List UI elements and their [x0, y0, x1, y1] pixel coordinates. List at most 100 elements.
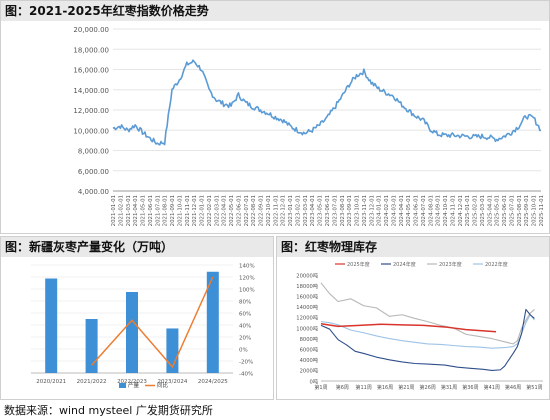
top-x-tick-label: 2025-08-01: [517, 195, 523, 226]
br-x-tick-label: 第46周: [505, 384, 521, 391]
top-x-tick-label: 2023-08-01: [340, 195, 346, 226]
br-x-tick-label: 第16周: [377, 384, 393, 391]
legend-bar-label: 产量: [128, 381, 140, 389]
br-y-tick-label: 4000吨: [300, 356, 318, 364]
bl-x-tick-label: 2023/2024: [157, 379, 187, 385]
top-y-tick-label: 14,000.00: [73, 87, 109, 95]
yoy-line: [91, 276, 214, 369]
top-x-tick-label: 2023-02-01: [295, 195, 301, 226]
top-x-tick-label: 2025-01-01: [465, 195, 471, 226]
bl-right-tick-label: -20%: [239, 360, 253, 366]
inventory-line: [320, 282, 535, 345]
br-y-tick-label: 6000吨: [300, 346, 318, 354]
top-x-tick-label: 2021-12-01: [192, 195, 198, 226]
top-x-tick-label: 2024-12-01: [458, 195, 464, 226]
top-y-tick-label: 18,000.00: [73, 46, 109, 54]
bl-right-tick-label: 0%: [239, 348, 248, 354]
top-x-tick-label: 2024-10-01: [443, 195, 449, 226]
top-x-tick-label: 2022-02-01: [207, 195, 213, 226]
br-x-tick-label: 第31周: [441, 384, 457, 391]
bottom-left-panel: 图：新疆灰枣产量变化（万吨） 140% 120% 100% 80% 60% 40% 20% 0…: [0, 236, 274, 400]
top-x-tick-label: 2025-03-01: [480, 195, 486, 226]
top-x-tick-label: 2022-03-01: [214, 195, 220, 226]
top-x-tick-label: 2023-03-01: [303, 195, 309, 226]
bl-x-tick-label: 2021/2022: [77, 379, 107, 385]
br-x-tick-label: 第11周: [356, 384, 372, 391]
bl-right-tick-label: -40%: [239, 372, 253, 378]
top-x-tick-label: 2024-11-01: [450, 195, 456, 226]
top-x-tick-label: 2025-09-01: [524, 195, 530, 226]
br-legend-label: 2023年度: [439, 261, 462, 268]
top-y-tick-label: 20,000.00: [73, 26, 109, 34]
top-x-tick-label: 2021-07-01: [155, 195, 161, 226]
top-x-tick-label: 2022-08-01: [251, 195, 257, 226]
br-legend-label: 2024年度: [393, 261, 416, 268]
bl-x-tick-label: 2024/2025: [198, 379, 228, 385]
source-note: 数据来源：wind mysteel 广发期货研究所: [4, 404, 213, 417]
top-x-tick-label: 2022-12-01: [281, 195, 287, 226]
top-x-tick-label: 2021-11-01: [185, 195, 191, 226]
bottom-left-title: 图：新疆灰枣产量变化（万吨）: [1, 237, 273, 257]
top-y-tick-label: 8,000.00: [78, 148, 109, 156]
top-x-tick-label: 2024-03-01: [391, 195, 397, 226]
top-x-tick-label: 2023-10-01: [355, 195, 361, 226]
top-x-tick-label: 2022-05-01: [229, 195, 235, 226]
inventory-chart-svg: 0吨 2000吨 4000吨 6000吨 8000吨 10000吨 12000吨 14000吨…: [296, 261, 543, 391]
br-x-tick-label: 第51周: [526, 384, 542, 391]
top-x-tick-label: 2024-07-01: [421, 195, 427, 226]
bl-right-tick-label: 80%: [239, 300, 251, 306]
top-chart-panel: 图：2021-2025年红枣指数价格走势 4,000.00 6,000.00 8,0…: [0, 0, 550, 234]
top-x-tick-label: 2023-12-01: [369, 195, 375, 226]
top-x-tick-label: 2024-04-01: [399, 195, 405, 226]
inventory-line: [320, 323, 497, 333]
top-x-tick-label: 2025-05-01: [495, 195, 501, 226]
top-x-tick-label: 2022-04-01: [222, 195, 228, 226]
br-y-tick-label: 8000吨: [300, 335, 318, 343]
top-x-tick-label: 2025-04-01: [487, 195, 493, 226]
br-legend-label: 2022年度: [485, 261, 508, 268]
production-bar: [45, 278, 58, 373]
top-x-tick-label: 2025-10-01: [532, 195, 538, 226]
br-y-tick-label: 16000吨: [296, 293, 318, 301]
top-y-tick-label: 6,000.00: [78, 168, 109, 176]
top-x-tick-label: 2023-07-01: [332, 195, 338, 226]
bl-right-tick-label: 140%: [239, 264, 255, 270]
top-x-tick-label: 2021-03-01: [126, 195, 132, 226]
br-y-tick-label: 10000吨: [296, 324, 318, 332]
bottom-right-title: 图：红枣物理库存: [277, 237, 549, 257]
top-x-tick-label: 2025-07-01: [509, 195, 515, 226]
top-x-tick-label: 2024-08-01: [428, 195, 434, 226]
top-x-tick-label: 2024-05-01: [406, 195, 412, 226]
top-x-tick-label: 2021-10-01: [177, 195, 183, 226]
top-y-tick-label: 12,000.00: [73, 107, 109, 115]
top-x-tick-label: 2021-01-01: [111, 195, 117, 226]
production-bar: [85, 319, 98, 373]
bottom-right-panel: 图：红枣物理库存 0吨 2000吨 4000吨 6000吨 8000吨 10000吨 120…: [276, 236, 550, 400]
inventory-line: [320, 314, 535, 349]
top-x-tick-label: 2024-02-01: [384, 195, 390, 226]
top-x-tick-label: 2024-09-01: [436, 195, 442, 226]
production-bar: [126, 292, 138, 373]
top-x-tick-label: 2023-05-01: [318, 195, 324, 226]
inventory-line: [320, 308, 535, 371]
top-y-tick-label: 4,000.00: [78, 188, 109, 196]
top-x-tick-label: 2022-09-01: [259, 195, 265, 226]
top-y-tick-label: 16,000.00: [73, 67, 109, 75]
top-x-tick-label: 2025-06-01: [502, 195, 508, 226]
top-y-tick-label: 10,000.00: [73, 127, 109, 135]
br-y-tick-label: 14000吨: [296, 303, 318, 311]
top-x-tick-label: 2022-10-01: [266, 195, 272, 226]
br-x-tick-label: 第1周: [314, 384, 327, 391]
top-x-tick-label: 2023-06-01: [325, 195, 331, 226]
bl-x-tick-label: 2022/2023: [117, 379, 147, 385]
top-x-tick-label: 2022-07-01: [244, 195, 250, 226]
top-x-tick-label: 2021-06-01: [148, 195, 154, 226]
bl-right-tick-label: 60%: [239, 312, 251, 318]
production-chart-svg: 140% 120% 100% 80% 60% 40% 20% 0% -20% -40% 2020/2…: [31, 264, 255, 389]
top-chart-svg: 4,000.00 6,000.00 8,000.00 10,000.00 12,000.…: [73, 26, 545, 226]
br-y-tick-label: 18000吨: [296, 282, 318, 290]
top-x-tick-label: 2021-04-01: [133, 195, 139, 226]
top-x-tick-label: 2022-11-01: [273, 195, 279, 226]
bl-right-tick-label: 100%: [239, 288, 255, 294]
br-y-tick-label: 0吨: [310, 377, 319, 385]
